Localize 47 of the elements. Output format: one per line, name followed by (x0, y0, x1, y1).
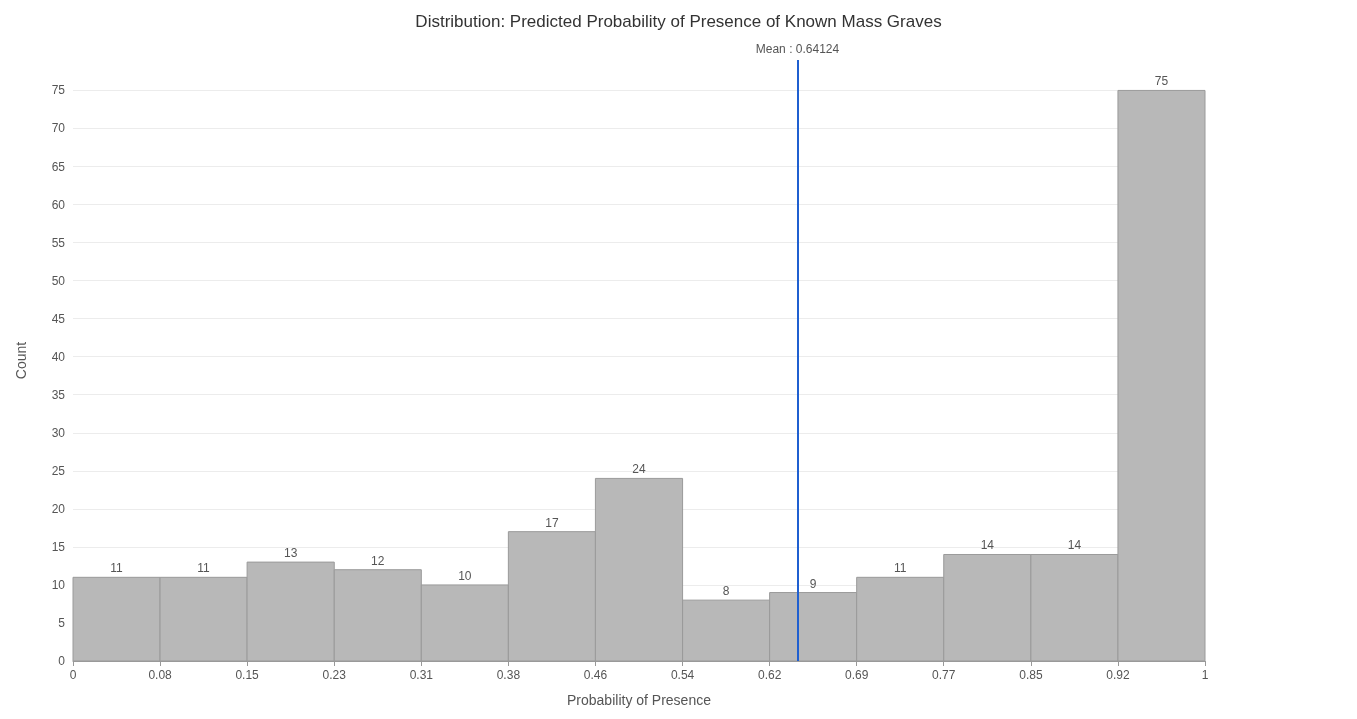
y-tick-label: 60 (51, 197, 66, 212)
y-tick-label: 70 (51, 121, 66, 136)
y-axis-title: Count (13, 341, 29, 380)
y-tick-label: 20 (51, 501, 66, 516)
chart-title: Distribution: Predicted Probability of Presence of Known Mass Graves (415, 12, 942, 31)
ref-line-label: Mean : 0.64124 (755, 42, 840, 56)
x-tick-label: 0.15 (235, 668, 260, 682)
data-label: 9 (809, 576, 817, 591)
data-label: 12 (371, 553, 385, 568)
y-tick-label: 45 (51, 311, 66, 326)
y-tick-label: 30 (51, 425, 66, 440)
data-label: 17 (545, 515, 559, 530)
y-tick-label: 40 (51, 349, 66, 364)
x-tick-label: 0.23 (322, 668, 347, 682)
y-tick-label: 50 (51, 273, 66, 288)
x-tick-label: 0.92 (1106, 668, 1130, 682)
x-tick-label: 0.62 (757, 668, 782, 682)
data-label: 13 (284, 546, 298, 561)
y-tick-label: 75 (51, 83, 66, 98)
y-tick-label: 5 (58, 615, 66, 630)
x-axis-title: Probability of Presence (567, 692, 712, 708)
data-label: 24 (632, 462, 646, 477)
x-tick-label: 0.54 (670, 668, 695, 682)
data-label: 11 (893, 561, 907, 576)
data-label: 8 (722, 584, 730, 599)
x-tick-label: 0.08 (148, 668, 173, 682)
y-tick-label: 10 (51, 577, 66, 592)
y-tick-label: 25 (51, 463, 66, 478)
y-tick-label: 15 (51, 539, 66, 554)
data-label: 11 (110, 561, 124, 576)
data-label: 14 (1067, 538, 1082, 553)
x-tick-label: 1 (1201, 668, 1209, 682)
data-label: 11 (197, 561, 211, 576)
x-tick-label: 0.46 (583, 668, 608, 682)
x-tick-label: 0.85 (1019, 668, 1043, 682)
y-tick-label: 0 (58, 654, 66, 668)
x-tick-label: 0.38 (496, 668, 521, 682)
x-tick-label: 0 (69, 668, 77, 682)
y-tick-label: 35 (51, 387, 66, 402)
x-tick-label: 0.31 (409, 668, 434, 682)
y-tick-label: 55 (51, 235, 66, 250)
x-tick-label: 0.77 (932, 668, 956, 682)
x-tick-label: 0.69 (845, 668, 869, 682)
data-label: 14 (980, 538, 995, 553)
y-tick-label: 65 (51, 159, 66, 174)
data-label: 75 (1154, 74, 1169, 89)
data-label: 10 (458, 568, 472, 583)
